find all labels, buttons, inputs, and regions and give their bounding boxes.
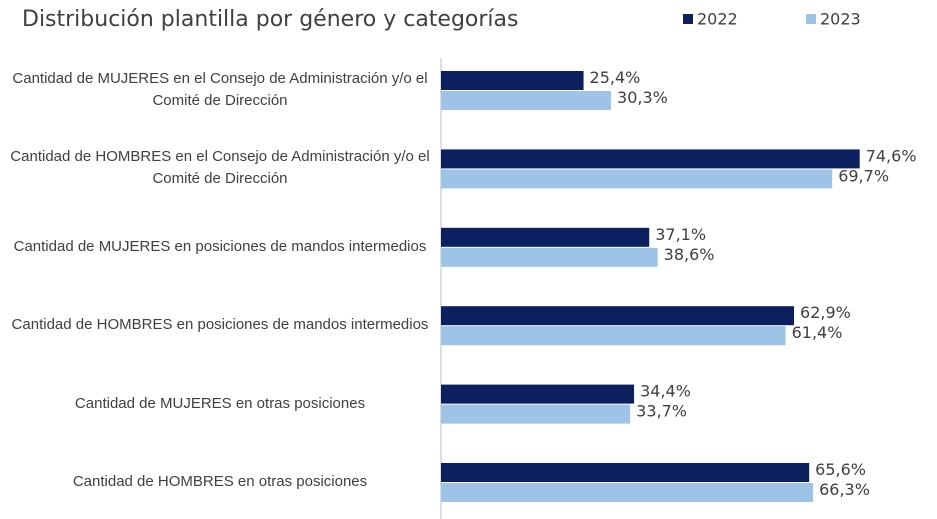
bar [441, 149, 860, 169]
bar [441, 384, 635, 404]
legend-swatch [683, 14, 693, 24]
value-label: 25,4% [590, 68, 641, 87]
bar [441, 169, 833, 189]
value-label: 34,4% [640, 382, 691, 401]
bar [441, 227, 650, 247]
value-label: 69,7% [838, 166, 889, 185]
category-label: Cantidad de MUJERES en el Consejo de Adm… [12, 70, 428, 109]
bar [441, 91, 612, 110]
chart-title: Distribución plantilla por género y cate… [22, 7, 518, 32]
category-label: Cantidad de HOMBRES en otras posiciones [72, 473, 368, 490]
bar [441, 326, 786, 346]
bar [441, 463, 810, 482]
value-label: 38,6% [664, 245, 715, 264]
bar [441, 71, 584, 90]
legend-label: 2023 [820, 10, 861, 29]
bar [441, 483, 814, 502]
value-label: 65,6% [815, 460, 866, 479]
bar [441, 247, 658, 267]
category-label: Cantidad de MUJERES en posiciones de man… [13, 237, 427, 255]
value-label: 61,4% [792, 323, 843, 342]
category-label: Cantidad de MUJERES en otras posiciones [74, 394, 366, 412]
legend-swatch [806, 14, 816, 24]
bar [441, 404, 631, 424]
value-label: 33,7% [636, 402, 687, 421]
bar [441, 306, 795, 326]
value-label: 37,1% [655, 225, 706, 244]
value-label: 30,3% [617, 88, 668, 107]
category-label: Cantidad de HOMBRES en posiciones de man… [11, 316, 429, 334]
category-label: Cantidad de HOMBRES en el Consejo de Adm… [10, 148, 430, 188]
value-label: 66,3% [819, 480, 870, 499]
legend-label: 2022 [697, 10, 738, 29]
value-label: 62,9% [800, 303, 851, 322]
value-label: 74,6% [866, 146, 917, 165]
